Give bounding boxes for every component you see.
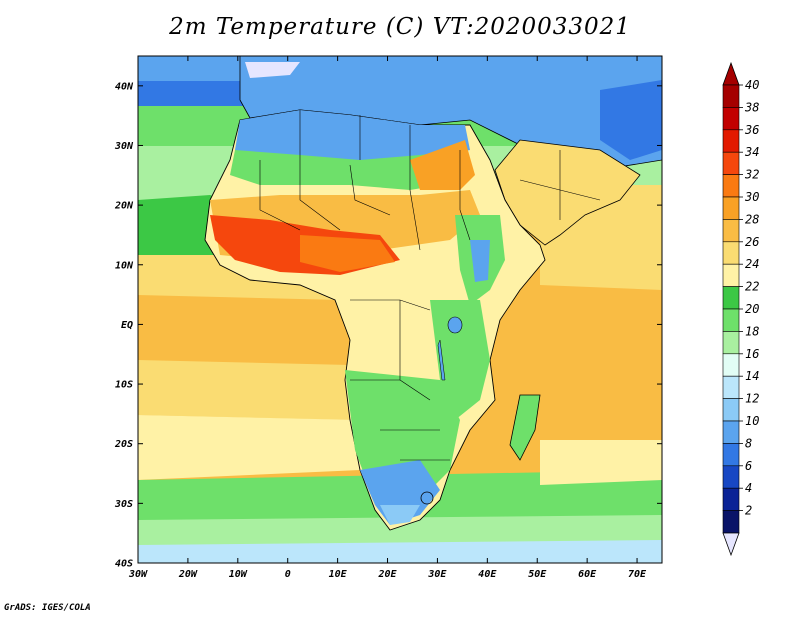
colorbar-swatch bbox=[722, 241, 740, 265]
y-tick-label: 20S bbox=[114, 439, 133, 450]
colorbar-label: 40 bbox=[745, 78, 759, 92]
colorbar-label: 4 bbox=[745, 481, 752, 495]
y-tick-label: EQ bbox=[121, 320, 133, 331]
x-tick-label: 40E bbox=[478, 569, 497, 580]
colorbar-swatch bbox=[722, 331, 740, 355]
colorbar-swatch bbox=[722, 510, 740, 534]
colorbar-swatch bbox=[722, 353, 740, 377]
x-tick-label: 30W bbox=[128, 569, 148, 580]
colorbar-label: 38 bbox=[744, 100, 759, 114]
colorbar-swatch bbox=[722, 151, 740, 175]
colorbar-label: 14 bbox=[745, 369, 759, 383]
colorbar-label: 24 bbox=[745, 257, 759, 271]
x-tick-label: 10E bbox=[329, 569, 348, 580]
colorbar-label: 22 bbox=[745, 280, 759, 294]
madagascar bbox=[509, 394, 541, 461]
plot-frame bbox=[137, 55, 663, 564]
colorbar: 40 38 36 34 32 30 28 26 24 22 20 18 16 14 12 10 8 6 4 2 bbox=[722, 61, 759, 557]
x-tick-label: 60E bbox=[578, 569, 597, 580]
north-africa-coast bbox=[235, 110, 470, 165]
south-atlantic-mild-band bbox=[138, 415, 360, 480]
y-tick-label: 10N bbox=[115, 260, 134, 271]
colorbar-swatch bbox=[722, 308, 740, 332]
x-tick-label: 20E bbox=[377, 569, 397, 580]
colorbar-swatch bbox=[722, 196, 740, 220]
map-field bbox=[138, 56, 662, 563]
x-tick-label: 70E bbox=[628, 569, 647, 580]
colorbar-swatch bbox=[722, 443, 740, 467]
x-tick-label: 0 bbox=[285, 569, 291, 580]
colorbar-swatch bbox=[722, 420, 740, 444]
colorbar-label: 32 bbox=[744, 168, 759, 182]
colorbar-swatch bbox=[722, 107, 740, 131]
south-indian-band bbox=[540, 440, 662, 485]
cape-cool bbox=[380, 505, 420, 525]
alps-snow bbox=[245, 62, 300, 78]
colorbar-swatch bbox=[722, 375, 740, 399]
ethiopia-cool bbox=[470, 240, 490, 282]
colorbar-label: 2 bbox=[745, 504, 752, 518]
southern-cold-band bbox=[138, 540, 662, 563]
colorbar-label: 36 bbox=[744, 123, 759, 137]
colorbar-label: 18 bbox=[745, 324, 759, 338]
egypt-sudan-warm bbox=[410, 140, 475, 190]
y-tick-label: 10S bbox=[115, 380, 133, 391]
x-tick-label: 10W bbox=[229, 569, 248, 580]
x-tick-label: 50E bbox=[528, 569, 547, 580]
colorbar-swatch bbox=[722, 465, 740, 489]
colorbar-swatch bbox=[722, 263, 740, 287]
y-tick-label: 40S bbox=[115, 559, 133, 570]
credit-text: GrADS: IGES/COLA bbox=[4, 603, 91, 613]
colorbar-swatch bbox=[722, 219, 740, 243]
lake-tanganyika bbox=[437, 339, 446, 381]
colorbar-swatch bbox=[722, 398, 740, 422]
nigeria-hot bbox=[300, 235, 395, 272]
y-axis: 40N 30N 20N 10N EQ 10S 20S 30S 40S bbox=[114, 81, 662, 570]
colorbar-label: 8 bbox=[745, 436, 752, 450]
colorbar-label: 34 bbox=[744, 145, 759, 159]
x-tick-label: 20W bbox=[178, 569, 198, 580]
map-title: 2m Temperature (C) VT:2020033021 bbox=[169, 14, 631, 40]
y-tick-label: 30S bbox=[114, 499, 133, 510]
colorbar-swatch bbox=[722, 84, 740, 108]
south-atlantic-warm-band bbox=[138, 360, 350, 420]
y-tick-label: 40N bbox=[115, 81, 134, 92]
y-tick-label: 20N bbox=[114, 201, 134, 212]
colorbar-label: 10 bbox=[745, 414, 759, 428]
lesotho-border bbox=[420, 491, 434, 505]
x-axis: 30W 20W 10W 0 10E 20E 30E 40E 50E 60E 70E bbox=[128, 56, 647, 580]
colorbar-label: 16 bbox=[745, 347, 759, 361]
colorbar-label: 26 bbox=[745, 235, 759, 249]
colorbar-swatch bbox=[722, 174, 740, 198]
lake-victoria bbox=[447, 316, 463, 334]
y-tick-label: 30N bbox=[114, 141, 134, 152]
colorbar-label: 28 bbox=[745, 212, 759, 226]
colorbar-label: 12 bbox=[745, 392, 759, 406]
x-tick-label: 30E bbox=[427, 569, 447, 580]
colorbar-swatch bbox=[722, 487, 740, 511]
south-africa-cool bbox=[360, 460, 440, 525]
colorbar-swatch bbox=[722, 286, 740, 310]
colorbar-label: 30 bbox=[744, 190, 759, 204]
colorbar-label: 20 bbox=[745, 302, 759, 316]
country-borders bbox=[259, 110, 601, 461]
colorbar-top-arrow bbox=[722, 61, 740, 86]
iran-highlands bbox=[600, 80, 662, 160]
colorbar-swatch bbox=[722, 129, 740, 153]
colorbar-label: 6 bbox=[745, 459, 752, 473]
colorbar-bottom-arrow bbox=[722, 532, 740, 557]
